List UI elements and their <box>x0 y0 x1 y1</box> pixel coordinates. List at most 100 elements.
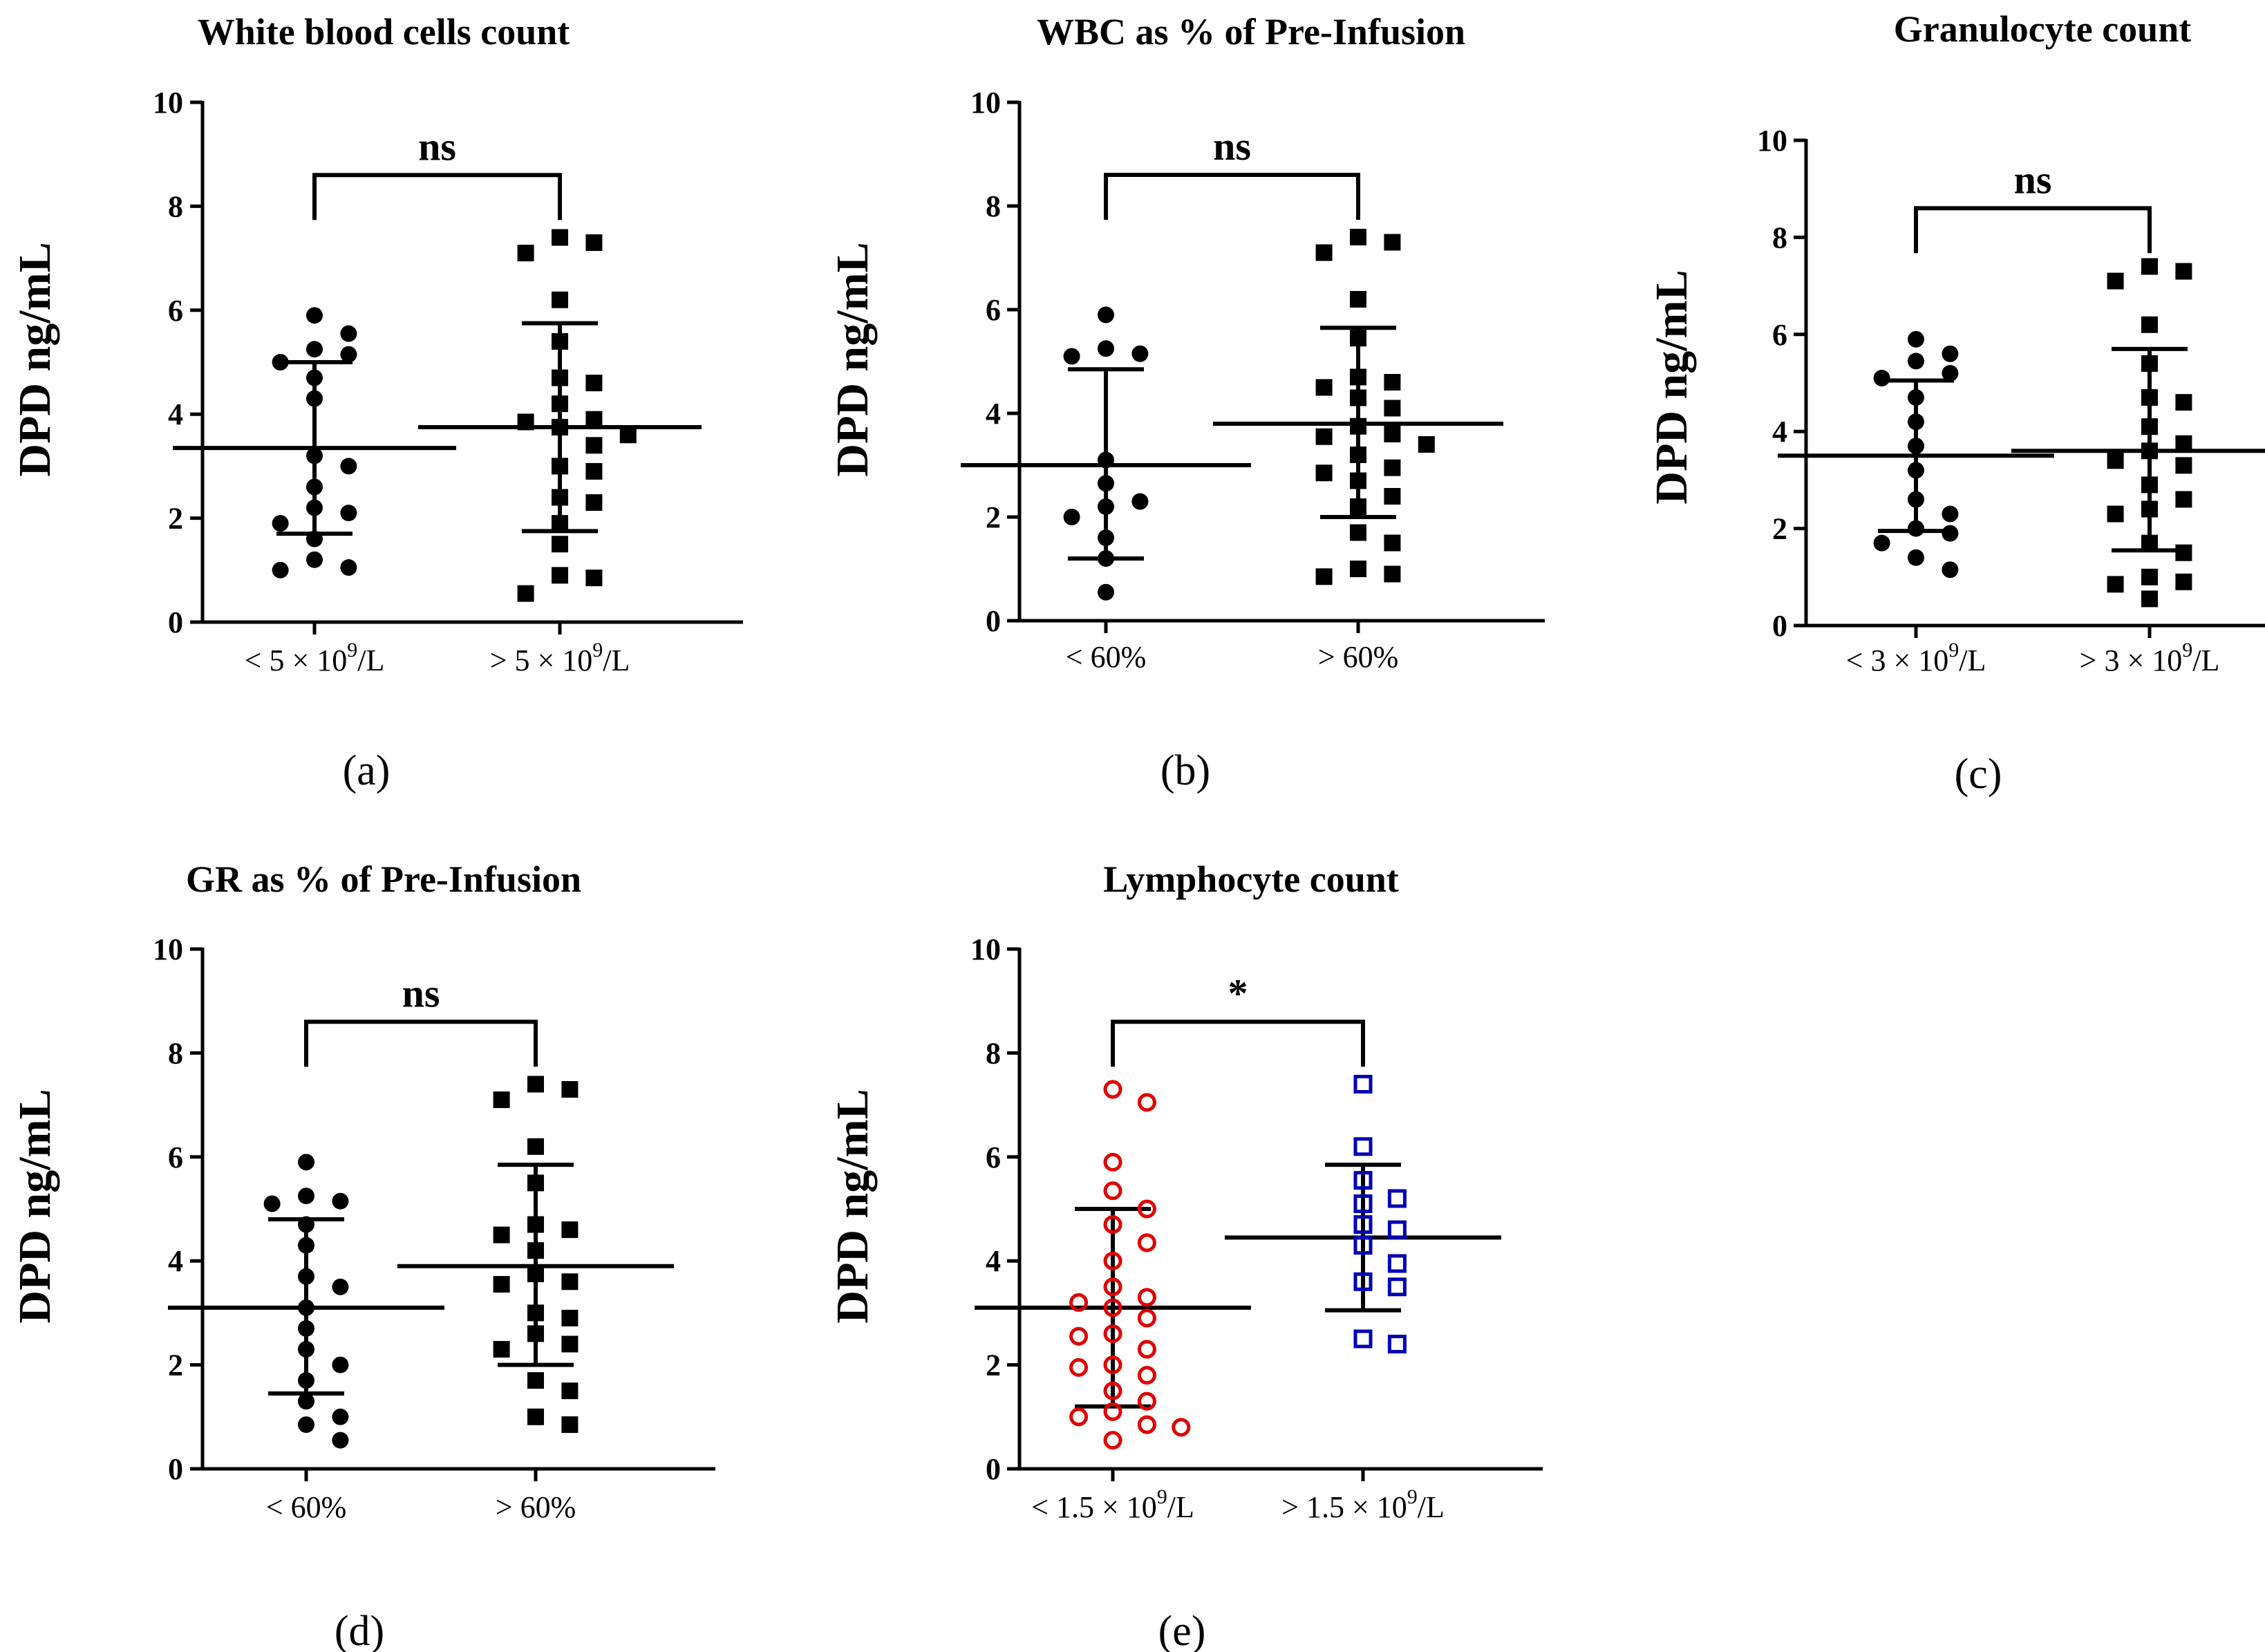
y-tick-label: 10 <box>970 86 1001 120</box>
data-point <box>585 234 603 252</box>
data-point <box>1098 550 1114 567</box>
chart-panel-c: Granulocyte count DPD ng/mL 0 2 4 6 8 10 < 3 × 1… <box>1646 8 2265 798</box>
y-tick-label: 8 <box>986 1036 1001 1070</box>
panel-label: (c) <box>1955 751 2002 798</box>
data-point <box>527 1266 544 1282</box>
y-tick-label: 10 <box>970 932 1001 966</box>
x-tick-label: < 60% <box>1066 640 1146 674</box>
data-point <box>2141 568 2158 585</box>
y-tick-label: 10 <box>153 86 183 120</box>
data-point <box>2175 457 2192 474</box>
x-tick-label-sup: 9 <box>1407 1485 1418 1508</box>
data-point <box>2141 418 2158 435</box>
data-point <box>1350 498 1366 515</box>
data-point <box>1315 379 1333 396</box>
data-point <box>493 1226 510 1243</box>
data-point <box>340 458 357 475</box>
y-tick-label: 6 <box>986 1141 1001 1174</box>
data-point <box>1350 417 1366 435</box>
chart-panel-e: Lymphocyte count DPD ng/mL 0 2 4 6 8 10 < 1.5 × … <box>827 858 1543 1652</box>
y-axis-label: DPD ng/mL <box>10 242 60 476</box>
data-point <box>1908 353 1924 370</box>
data-point <box>527 1325 544 1342</box>
data-point <box>1384 400 1401 417</box>
chart-title: White blood cells count <box>198 11 570 53</box>
data-point <box>552 291 568 308</box>
y-tick-label: 8 <box>168 189 183 223</box>
y-tick-label: 0 <box>1772 609 1787 643</box>
y-tick-label: 6 <box>168 294 183 328</box>
data-point <box>2175 491 2192 508</box>
data-point <box>552 229 568 246</box>
data-point <box>1384 234 1401 251</box>
data-point <box>1353 1272 1373 1291</box>
significance-bracket <box>312 173 562 220</box>
x-tick-label-sup: 9 <box>347 639 357 661</box>
data-point <box>552 369 568 386</box>
x-tick-label-unit: /L <box>357 644 384 677</box>
data-point <box>306 369 323 386</box>
y-tick-label: 2 <box>168 502 183 536</box>
data-point <box>493 1091 510 1109</box>
chart-title: Granulocyte count <box>1894 8 2191 50</box>
y-tick-label: 10 <box>153 932 183 966</box>
data-point <box>552 567 568 584</box>
significance-label: ns <box>402 970 440 1015</box>
panel-label: (b) <box>1160 747 1210 794</box>
data-point <box>306 530 323 547</box>
data-point <box>1350 561 1366 577</box>
data-point <box>340 346 357 363</box>
data-point <box>1908 330 1924 348</box>
data-point <box>306 341 323 358</box>
data-point <box>1137 1288 1156 1307</box>
data-point <box>298 1320 314 1337</box>
y-axis-label: DPD ng/mL <box>827 1089 878 1323</box>
x-tick-label-main: > 60% <box>496 1490 576 1524</box>
x-tick-label-main: > 5 × 10 <box>490 644 593 677</box>
data-point <box>552 489 568 506</box>
significance-bracket <box>1111 1020 1365 1067</box>
data-point <box>561 1081 579 1098</box>
data-point <box>585 437 603 454</box>
data-point <box>1069 1407 1089 1427</box>
x-tick-label-unit: /L <box>1959 644 1986 677</box>
significance-bracket <box>304 1020 538 1067</box>
data-point <box>1908 438 1924 455</box>
data-point <box>2175 544 2192 561</box>
data-point <box>298 1237 314 1254</box>
data-point <box>2107 452 2124 469</box>
data-point <box>1387 1277 1407 1297</box>
data-point <box>340 559 357 576</box>
data-point <box>1137 1199 1156 1219</box>
data-point <box>1069 1293 1089 1312</box>
y-tick-label: 2 <box>986 500 1001 534</box>
data-point <box>1350 389 1366 406</box>
x-tick-label-sup: 9 <box>1948 639 1959 661</box>
significance-bracket <box>1914 206 2152 254</box>
data-point <box>1908 520 1924 537</box>
data-point <box>2141 355 2158 372</box>
data-point <box>298 1216 314 1233</box>
data-point <box>1137 1366 1156 1385</box>
y-tick-label: 0 <box>168 1452 183 1486</box>
y-tick-label: 4 <box>986 1244 1001 1278</box>
data-point <box>517 413 534 431</box>
data-point <box>1387 1189 1407 1208</box>
data-point <box>1353 1171 1373 1190</box>
data-point <box>1942 345 1959 362</box>
data-point <box>552 458 568 475</box>
data-point <box>1350 524 1366 541</box>
y-tick-label: 10 <box>1757 124 1787 158</box>
x-tick-label: < 1.5 × 109/L <box>1031 1485 1194 1524</box>
y-tick-label: 4 <box>986 397 1001 431</box>
y-axis-label: DPD ng/mL <box>1646 270 1697 504</box>
x-tick-label-sup: 9 <box>592 639 603 661</box>
data-point <box>561 1221 579 1239</box>
x-tick-label-main: < 60% <box>1066 640 1146 674</box>
data-point <box>298 1393 314 1410</box>
data-point <box>1137 1391 1156 1411</box>
data-point <box>527 1304 544 1322</box>
x-tick-label: > 60% <box>1318 640 1398 674</box>
data-point <box>2141 316 2158 333</box>
data-point <box>1418 436 1435 453</box>
